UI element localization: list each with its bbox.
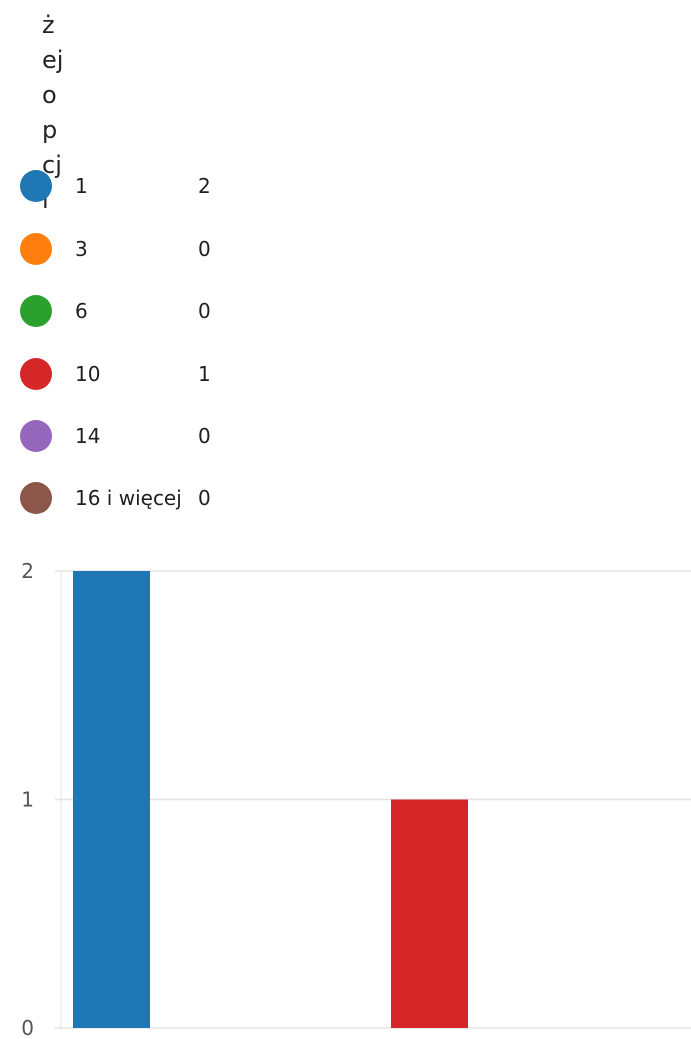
legend-item-3[interactable]: 3 0 [20,229,320,269]
legend-label: 3 [75,237,88,261]
y-tick-label: 1 [21,788,34,812]
y-tick-label: 0 [21,1016,34,1039]
bar-1[interactable] [73,571,150,1028]
legend-value: 0 [198,237,211,261]
legend-dot [20,170,52,202]
legend-value: 0 [198,486,211,510]
title-fragment: p [42,116,58,144]
legend-dot [20,420,52,452]
legend-label: 14 [75,424,101,448]
title-fragment: ż [42,11,55,39]
legend-value: 0 [198,299,211,323]
title-fragment: i [42,186,49,214]
y-tick-labels: 0 1 2 [21,559,34,1039]
legend-item-14[interactable]: 14 0 [20,416,320,456]
title-fragment: o [42,81,57,109]
legend-label: 10 [75,362,101,386]
legend-label: 16 i więcej [75,486,182,510]
legend-item-1[interactable]: 1 2 [20,166,320,206]
gridlines [55,570,691,1029]
title-fragment: cj [42,151,62,179]
bar-chart: 0 1 2 [21,559,691,1039]
bar-10[interactable] [391,799,468,1029]
legend-value: 2 [198,174,211,198]
legend-item-16-i-wiecej[interactable]: 16 i więcej 0 [20,478,320,518]
legend: 1 2 3 0 6 0 10 1 14 0 16 i więcej 0 [20,166,320,518]
legend-dot [20,295,52,327]
legend-item-6[interactable]: 6 0 [20,291,320,331]
chart-title-fragments: ż ej o p cj i [42,8,82,218]
legend-item-10[interactable]: 10 1 [20,354,320,394]
legend-dot [20,233,52,265]
legend-label: 6 [75,299,88,323]
y-tick-label: 2 [21,559,34,583]
legend-label: 1 [75,174,88,198]
bars [73,571,468,1028]
legend-value: 0 [198,424,211,448]
legend-dot [20,358,52,390]
legend-value: 1 [198,362,211,386]
legend-dot [20,482,52,514]
title-fragment: ej [42,46,64,74]
